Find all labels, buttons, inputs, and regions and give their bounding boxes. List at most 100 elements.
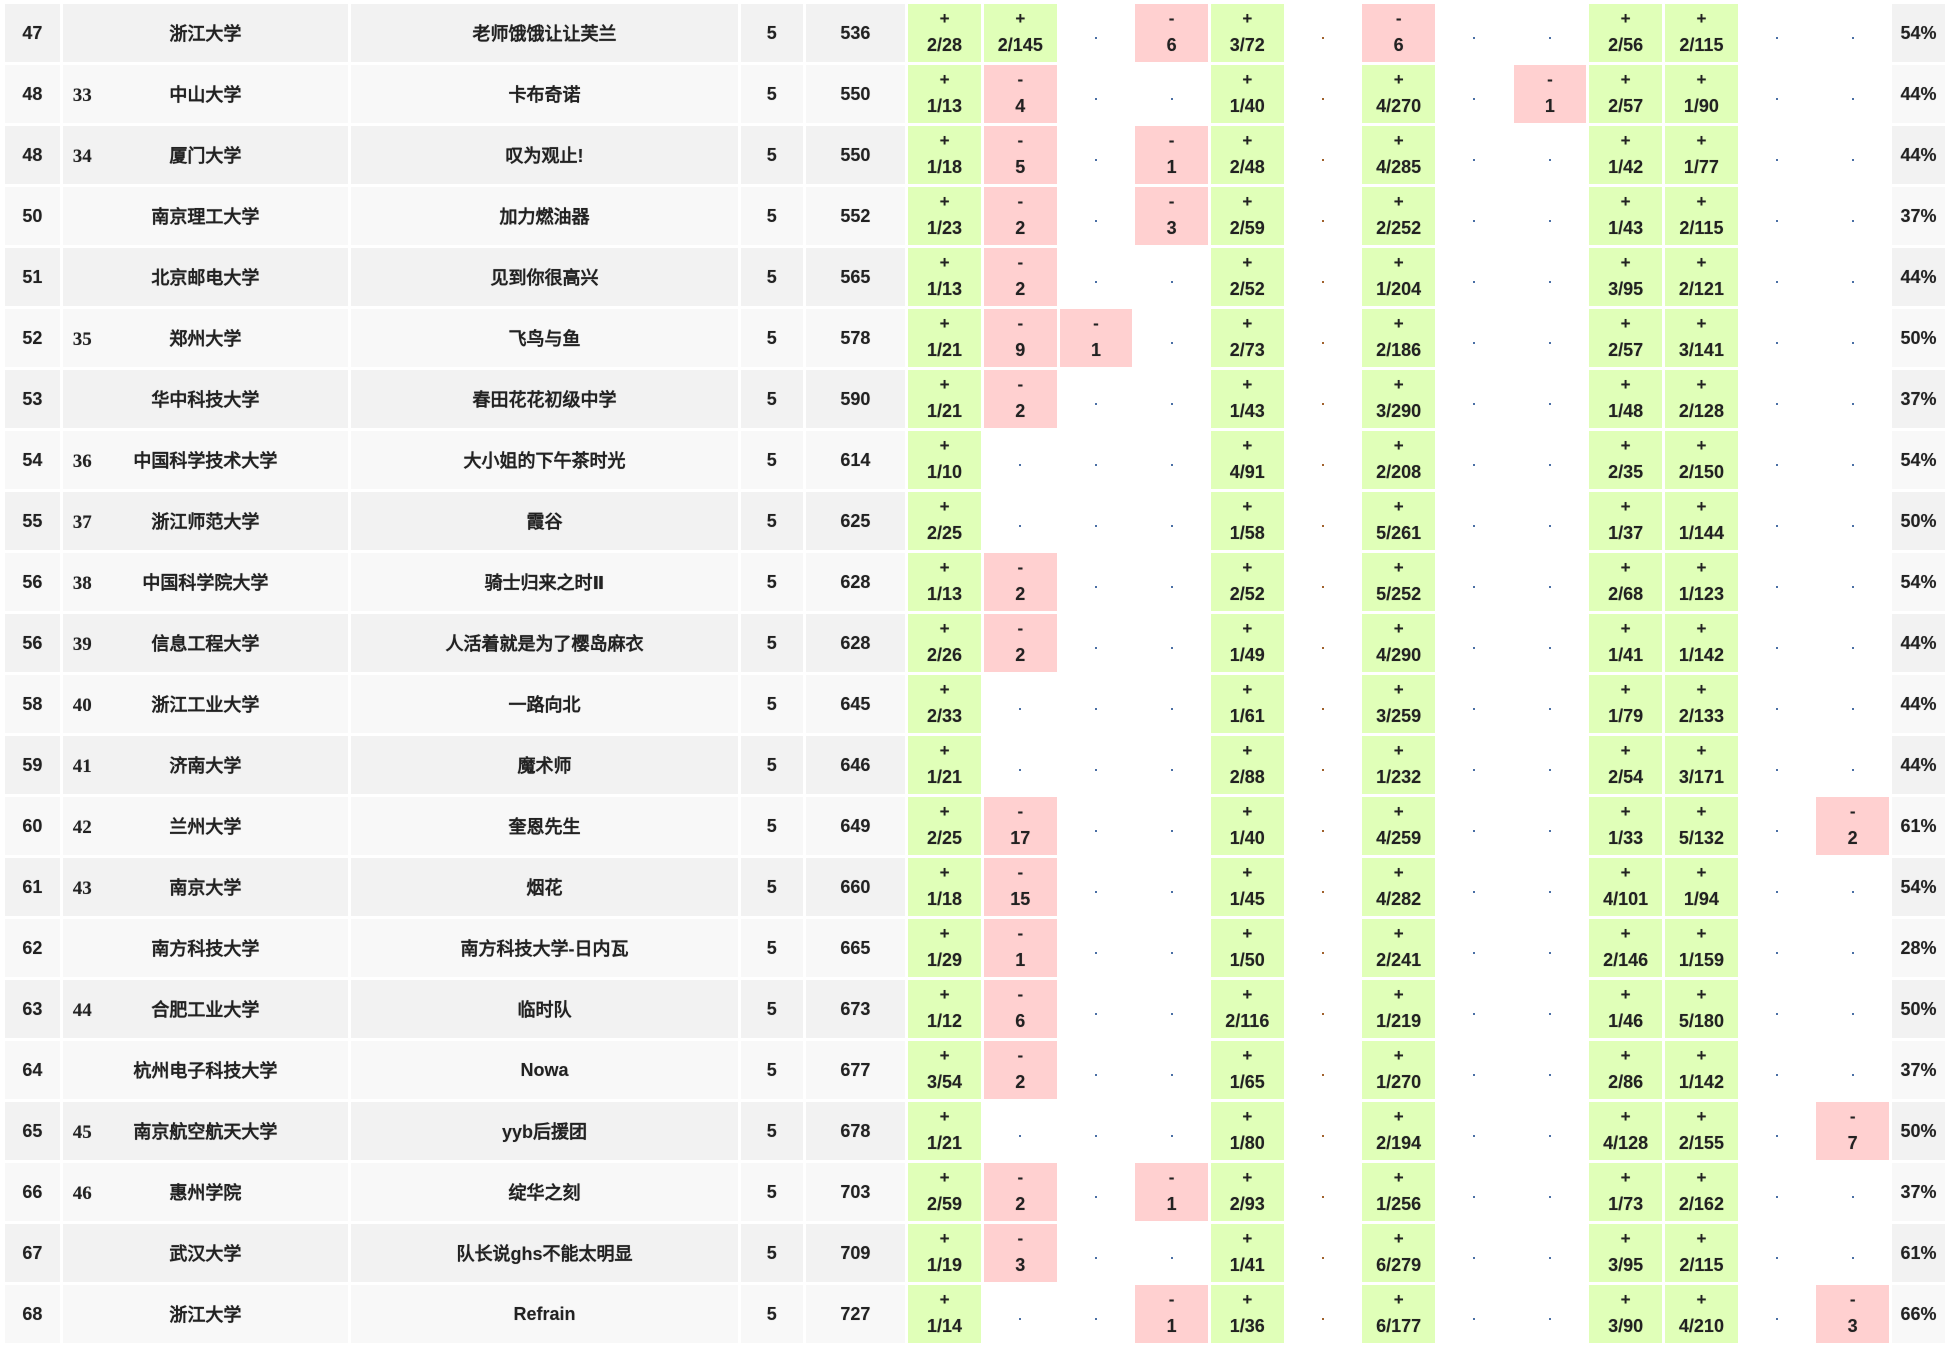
problem-cell-e[interactable]: +1/49 (1210, 614, 1284, 672)
problem-cell-k[interactable]: +5/180 (1665, 980, 1738, 1038)
problem-cell-g[interactable]: +4/270 (1362, 65, 1436, 123)
team-name-cell[interactable]: 临时队 (351, 980, 738, 1038)
problem-cell-e[interactable]: +1/36 (1210, 1285, 1284, 1343)
problem-cell-e[interactable]: +2/116 (1210, 980, 1284, 1038)
problem-cell-g[interactable]: +2/252 (1362, 187, 1436, 245)
problem-cell-m[interactable]: -3 (1816, 1285, 1889, 1343)
problem-cell-b[interactable]: -2 (983, 1163, 1057, 1221)
problem-cell-g[interactable]: +5/252 (1362, 553, 1436, 611)
problem-cell-j[interactable]: +4/101 (1589, 858, 1663, 916)
problem-cell-k[interactable]: +1/123 (1665, 553, 1738, 611)
problem-cell-a[interactable]: +1/23 (908, 187, 981, 245)
team-name-cell[interactable]: 一路向北 (351, 675, 738, 733)
problem-cell-g[interactable]: +1/204 (1362, 248, 1436, 306)
problem-cell-b[interactable]: -2 (983, 187, 1057, 245)
problem-cell-k[interactable]: +2/162 (1665, 1163, 1738, 1221)
problem-cell-e[interactable]: +2/73 (1210, 309, 1284, 367)
problem-cell-e[interactable]: +1/41 (1210, 1224, 1284, 1282)
problem-cell-g[interactable]: -6 (1362, 4, 1436, 62)
team-name-cell[interactable]: 魔术师 (351, 736, 738, 794)
problem-cell-j[interactable]: +2/57 (1589, 309, 1663, 367)
problem-cell-j[interactable]: +2/146 (1589, 919, 1663, 977)
problem-cell-g[interactable]: +5/261 (1362, 492, 1436, 550)
team-name-cell[interactable]: 绽华之刻 (351, 1163, 738, 1221)
problem-cell-j[interactable]: +2/56 (1589, 4, 1663, 62)
problem-cell-m[interactable]: -7 (1816, 1102, 1889, 1160)
problem-cell-b[interactable]: -5 (983, 126, 1057, 184)
team-name-cell[interactable]: 队长说ghs不能太明显 (351, 1224, 738, 1282)
problem-cell-a[interactable]: +1/21 (908, 309, 981, 367)
problem-cell-g[interactable]: +4/290 (1362, 614, 1436, 672)
team-name-cell[interactable]: yyb后援团 (351, 1102, 738, 1160)
problem-cell-k[interactable]: +1/77 (1665, 126, 1738, 184)
problem-cell-g[interactable]: +1/270 (1362, 1041, 1436, 1099)
problem-cell-a[interactable]: +1/13 (908, 65, 981, 123)
problem-cell-a[interactable]: +1/13 (908, 553, 981, 611)
team-name-cell[interactable]: Refrain (351, 1285, 738, 1343)
team-name-cell[interactable]: 骑士归来之时Ⅱ (351, 553, 738, 611)
problem-cell-g[interactable]: +4/285 (1362, 126, 1436, 184)
problem-cell-g[interactable]: +1/256 (1362, 1163, 1436, 1221)
problem-cell-j[interactable]: +4/128 (1589, 1102, 1663, 1160)
problem-cell-c[interactable]: -1 (1059, 309, 1133, 367)
problem-cell-k[interactable]: +3/171 (1665, 736, 1738, 794)
problem-cell-k[interactable]: +1/144 (1665, 492, 1738, 550)
problem-cell-b[interactable]: -9 (983, 309, 1057, 367)
problem-cell-j[interactable]: +2/68 (1589, 553, 1663, 611)
problem-cell-g[interactable]: +3/259 (1362, 675, 1436, 733)
problem-cell-g[interactable]: +3/290 (1362, 370, 1436, 428)
problem-cell-b[interactable]: - 15 (983, 858, 1057, 916)
problem-cell-a[interactable]: +1/21 (908, 370, 981, 428)
problem-cell-g[interactable]: +1/219 (1362, 980, 1436, 1038)
problem-cell-e[interactable]: +1/40 (1210, 65, 1284, 123)
problem-cell-e[interactable]: +1/43 (1210, 370, 1284, 428)
team-name-cell[interactable]: 叹为观止! (351, 126, 738, 184)
problem-cell-d[interactable]: -6 (1135, 4, 1208, 62)
problem-cell-j[interactable]: +1/79 (1589, 675, 1663, 733)
team-name-cell[interactable]: 春田花花初级中学 (351, 370, 738, 428)
problem-cell-b[interactable]: -4 (983, 65, 1057, 123)
problem-cell-a[interactable]: +1/19 (908, 1224, 981, 1282)
problem-cell-i[interactable]: -1 (1513, 65, 1587, 123)
problem-cell-e[interactable]: +1/61 (1210, 675, 1284, 733)
problem-cell-k[interactable]: +2/155 (1665, 1102, 1738, 1160)
problem-cell-k[interactable]: +1/90 (1665, 65, 1738, 123)
problem-cell-a[interactable]: +1/12 (908, 980, 981, 1038)
problem-cell-g[interactable]: +2/194 (1362, 1102, 1436, 1160)
team-name-cell[interactable]: 加力燃油器 (351, 187, 738, 245)
problem-cell-j[interactable]: +1/48 (1589, 370, 1663, 428)
problem-cell-e[interactable]: +4/91 (1210, 431, 1284, 489)
problem-cell-a[interactable]: +1/21 (908, 1102, 981, 1160)
problem-cell-k[interactable]: +2/115 (1665, 1224, 1738, 1282)
problem-cell-j[interactable]: +3/90 (1589, 1285, 1663, 1343)
problem-cell-m[interactable]: -2 (1816, 797, 1889, 855)
problem-cell-e[interactable]: +2/52 (1210, 553, 1284, 611)
problem-cell-b[interactable]: -2 (983, 1041, 1057, 1099)
problem-cell-j[interactable]: +2/35 (1589, 431, 1663, 489)
problem-cell-b[interactable]: -6 (983, 980, 1057, 1038)
problem-cell-d[interactable]: -1 (1135, 1163, 1208, 1221)
problem-cell-a[interactable]: +2/26 (908, 614, 981, 672)
problem-cell-j[interactable]: +3/95 (1589, 1224, 1663, 1282)
team-name-cell[interactable]: 南方科技大学-日内瓦 (351, 919, 738, 977)
problem-cell-b[interactable]: -2 (983, 614, 1057, 672)
problem-cell-b[interactable]: -2 (983, 553, 1057, 611)
problem-cell-e[interactable]: +2/59 (1210, 187, 1284, 245)
problem-cell-e[interactable]: +1/40 (1210, 797, 1284, 855)
problem-cell-d[interactable]: -3 (1135, 187, 1208, 245)
problem-cell-e[interactable]: +2/88 (1210, 736, 1284, 794)
problem-cell-e[interactable]: +2/48 (1210, 126, 1284, 184)
problem-cell-k[interactable]: +2/150 (1665, 431, 1738, 489)
problem-cell-a[interactable]: +2/33 (908, 675, 981, 733)
problem-cell-g[interactable]: +4/259 (1362, 797, 1436, 855)
problem-cell-j[interactable]: +1/42 (1589, 126, 1663, 184)
problem-cell-j[interactable]: +1/37 (1589, 492, 1663, 550)
problem-cell-g[interactable]: +6/279 (1362, 1224, 1436, 1282)
problem-cell-k[interactable]: +1/159 (1665, 919, 1738, 977)
problem-cell-a[interactable]: +2/59 (908, 1163, 981, 1221)
problem-cell-e[interactable]: +2/52 (1210, 248, 1284, 306)
problem-cell-e[interactable]: +1/45 (1210, 858, 1284, 916)
team-name-cell[interactable]: 大小姐的下午茶时光 (351, 431, 738, 489)
problem-cell-b[interactable]: -3 (983, 1224, 1057, 1282)
team-name-cell[interactable]: 人活着就是为了樱岛麻衣 (351, 614, 738, 672)
